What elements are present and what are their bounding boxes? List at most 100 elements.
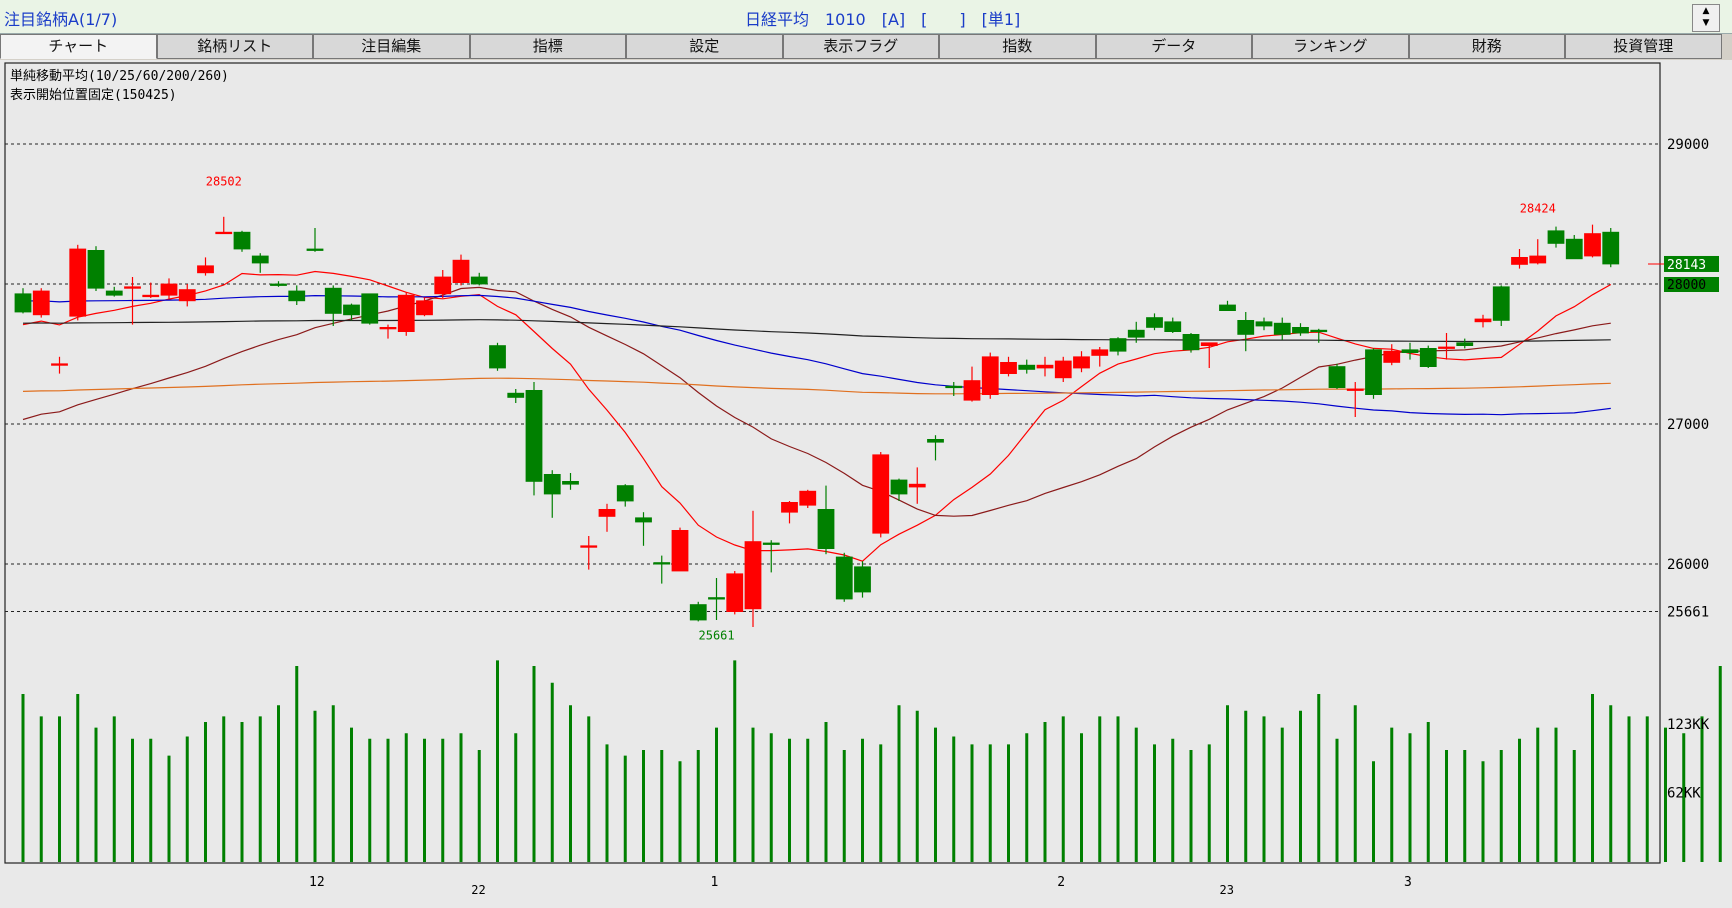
candle-body [361,293,379,324]
candle-body [963,380,981,401]
candle-body [233,231,251,250]
candle-body [562,480,579,485]
spin-down-icon[interactable]: ▼ [1702,18,1710,28]
candle-body [1456,342,1474,346]
ma25-line [22,286,1611,517]
ma200-line [22,377,1611,395]
candle-body [452,259,470,283]
candle-body [616,485,634,502]
candle-body [689,604,707,621]
tab-stock-list[interactable]: 銘柄リスト [156,34,313,59]
window-title: 注目銘柄A(1/7) [4,10,118,29]
candle-body [1164,321,1182,332]
candle-body [1529,255,1547,264]
candle-body [1054,360,1072,379]
candle-body [215,231,233,235]
tab-indicator[interactable]: 指標 [469,34,626,59]
spin-control[interactable]: ▲ ▼ [1692,4,1720,32]
start-position-text: 表示開始位置固定(150425) [10,88,177,103]
x-tick-label: 12 [309,875,325,890]
candle-body [1146,317,1163,328]
candle-body [854,566,871,593]
candle-body [379,326,397,330]
candle-body [1346,388,1364,391]
tab-display-flags[interactable]: 表示フラグ [782,34,939,59]
candle-body [908,483,926,488]
tab-financial[interactable]: 財務 [1408,34,1565,59]
candle-body [635,517,652,523]
candle-body [781,501,798,513]
candle-body [251,255,269,264]
candle-body [543,473,561,495]
candle-body [1474,318,1492,323]
year-label: 23 [1220,883,1234,897]
tab-watch-edit[interactable]: 注目編集 [313,34,470,59]
candle-body [653,562,671,565]
candle-body [890,479,908,495]
x-tick-label: 3 [1404,875,1412,890]
candle-body [69,248,87,317]
tab-investment[interactable]: 投資管理 [1565,34,1722,59]
candle-body [142,294,160,298]
last-price-box [1664,255,1719,272]
tab-ranking[interactable]: ランキング [1252,34,1409,59]
candle-body [726,573,744,612]
candle-body [470,276,488,285]
candle-body [1273,322,1291,335]
spin-up-icon[interactable]: ▲ [1702,6,1710,16]
candle-body [507,392,525,398]
candle-body [1565,238,1583,260]
candle-body [1602,231,1620,265]
x-tick-label: 2 [1057,875,1065,890]
candle-body [1018,364,1036,370]
candle-body [1255,321,1273,327]
candle-body [1401,349,1419,353]
candle-body [927,438,944,443]
ma260-line [22,319,1611,343]
candle-body [105,290,123,296]
candle-body [160,283,178,296]
candle-body [1000,361,1017,374]
candle-body [671,529,689,572]
candle-body [1219,304,1236,311]
price-tick-label: 27000 [1667,417,1709,433]
candle-body [288,290,306,302]
chart-panel: 単純移動平均(10/25/60/200/260) 表示開始位置固定(150425)… [0,60,1732,908]
candle-body [397,294,415,332]
candle-body [1492,286,1510,321]
tab-settings[interactable]: 設定 [626,34,783,59]
tab-chart[interactable]: チャート [0,34,157,59]
price-tick-label: 26000 [1667,557,1709,573]
candle-body [525,389,543,482]
volume-tick-label: 62KK [1667,786,1701,802]
candle-body [1511,256,1528,265]
candle-body [945,385,963,389]
candle-body [1036,364,1054,369]
candle-body [1237,319,1255,335]
tab-bar: チャート 銘柄リスト 注目編集 指標 設定 表示フラグ 指数 データ ランキング… [0,34,1732,60]
candle-body [1109,338,1127,352]
title-bar: 注目銘柄A(1/7) 日経平均 1010 [A] [ ] [単1] ▲ ▼ [0,0,1732,34]
candle-body [1547,230,1565,244]
candle-body [1292,326,1309,334]
candle-body [434,276,452,295]
overlap-price-label: 28000 [1667,278,1706,293]
tab-index[interactable]: 指数 [939,34,1096,59]
candle-body [87,249,105,289]
candle-body [51,363,68,366]
instrument-label: 日経平均 1010 [A] [ ] [単1] [745,10,1021,29]
candle-body [1127,329,1145,338]
candle-body [178,289,196,302]
overlap-price-box [1664,277,1719,292]
tab-data[interactable]: データ [1095,34,1252,59]
candle-body [872,454,890,534]
candlestick-chart[interactable]: 単純移動平均(10/25/60/200/260) 表示開始位置固定(150425)… [0,60,1732,908]
candle-body [1310,329,1328,333]
low-annotation: 25661 [699,628,735,642]
high-annotation: 28502 [206,175,242,189]
candle-body [32,290,50,316]
candle-body [1438,346,1455,349]
candle-body [1419,347,1437,367]
candle-body [981,356,999,395]
candle-body [343,304,360,316]
